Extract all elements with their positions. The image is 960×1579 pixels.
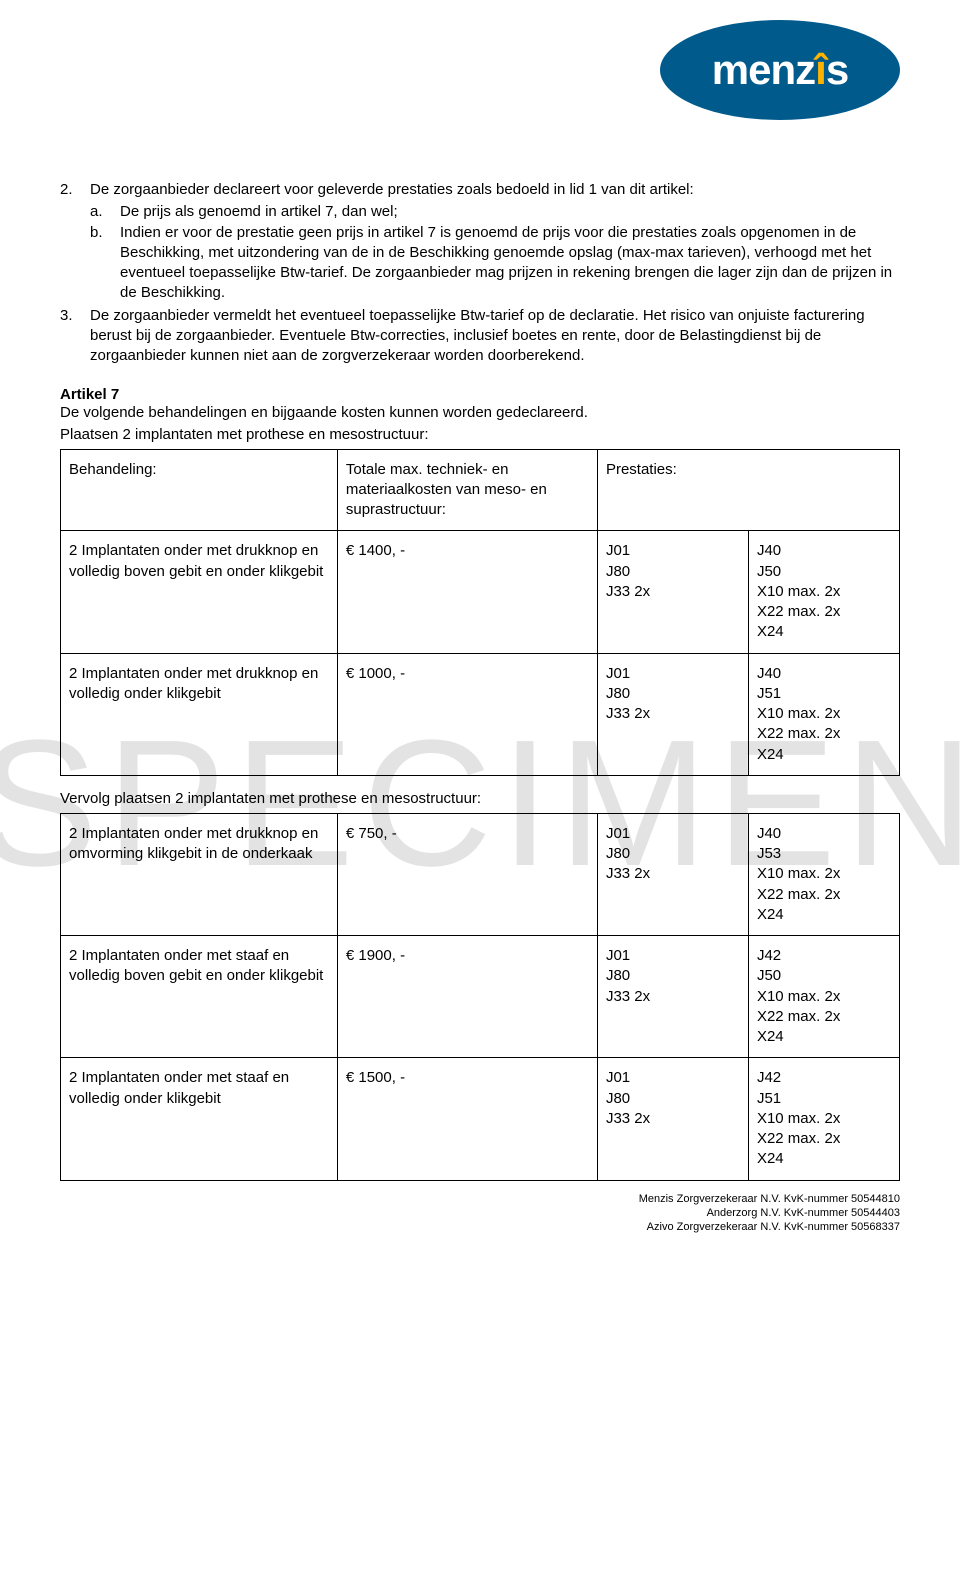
cell-behandeling: 2 Implantaten onder met staaf en volledi… (61, 936, 338, 1058)
col-header-prestaties: Prestaties: (597, 449, 899, 531)
cell-behandeling: 2 Implantaten onder met drukknop en voll… (61, 653, 338, 775)
list-item-3: 3. De zorgaanbieder vermeldt het eventue… (60, 306, 900, 367)
sub-text: Indien er voor de prestatie geen prijs i… (120, 223, 900, 304)
cell-prestaties-2: J40 J53 X10 max. 2x X22 max. 2x X24 (748, 813, 899, 935)
cell-prestaties-2: J40 J50 X10 max. 2x X22 max. 2x X24 (748, 531, 899, 653)
cell-prestaties-1: J01 J80 J33 2x (597, 531, 748, 653)
article-intro: De volgende behandelingen en bijgaande k… (60, 403, 900, 423)
sub-item-a: a. De prijs als genoemd in artikel 7, da… (90, 202, 900, 222)
sub-num: a. (90, 202, 120, 222)
cell-totale: € 1400, - (337, 531, 597, 653)
numbered-list: 2. De zorgaanbieder declareert voor gele… (60, 180, 900, 366)
cell-prestaties-1: J01 J80 J33 2x (597, 813, 748, 935)
table-row: 2 Implantaten onder met staaf en volledi… (61, 1058, 900, 1180)
col-header-behandeling: Behandeling: (61, 449, 338, 531)
list-body: De zorgaanbieder declareert voor gelever… (90, 180, 900, 304)
table-row: 2 Implantaten onder met staaf en volledi… (61, 936, 900, 1058)
table-row: 2 Implantaten onder met drukknop en voll… (61, 531, 900, 653)
col-header-totale: Totale max. techniek- en materiaalkosten… (337, 449, 597, 531)
list-num: 3. (60, 306, 90, 367)
footer-line-3: Azivo Zorgverzekeraar N.V. KvK-nummer 50… (639, 1220, 900, 1234)
table-header-row: Behandeling: Totale max. techniek- en ma… (61, 449, 900, 531)
cell-totale: € 1500, - (337, 1058, 597, 1180)
footer-line-1: Menzis Zorgverzekeraar N.V. KvK-nummer 5… (639, 1192, 900, 1206)
footer: Menzis Zorgverzekeraar N.V. KvK-nummer 5… (639, 1192, 900, 1235)
cell-totale: € 750, - (337, 813, 597, 935)
cell-prestaties-1: J01 J80 J33 2x (597, 936, 748, 1058)
cell-prestaties-1: J01 J80 J33 2x (597, 1058, 748, 1180)
treatment-table-2: 2 Implantaten onder met drukknop en omvo… (60, 813, 900, 1181)
cell-totale: € 1000, - (337, 653, 597, 775)
cell-prestaties-2: J40 J51 X10 max. 2x X22 max. 2x X24 (748, 653, 899, 775)
sub-list: a. De prijs als genoemd in artikel 7, da… (90, 202, 900, 303)
list-intro: De zorgaanbieder declareert voor gelever… (90, 181, 694, 198)
sub-num: b. (90, 223, 120, 304)
cell-totale: € 1900, - (337, 936, 597, 1058)
list-num: 2. (60, 180, 90, 304)
list-item-2: 2. De zorgaanbieder declareert voor gele… (60, 180, 900, 304)
list-body: De zorgaanbieder vermeldt het eventueel … (90, 306, 900, 367)
treatment-table-1: Behandeling: Totale max. techniek- en ma… (60, 449, 900, 776)
sub-item-b: b. Indien er voor de prestatie geen prij… (90, 223, 900, 304)
article-heading: Artikel 7 (60, 386, 900, 403)
cell-behandeling: 2 Implantaten onder met staaf en volledi… (61, 1058, 338, 1180)
table-row: 2 Implantaten onder met drukknop en omvo… (61, 813, 900, 935)
sub-text: De prijs als genoemd in artikel 7, dan w… (120, 202, 398, 222)
table-caption-1: Plaatsen 2 implantaten met prothese en m… (60, 426, 900, 443)
cell-behandeling: 2 Implantaten onder met drukknop en omvo… (61, 813, 338, 935)
cell-behandeling: 2 Implantaten onder met drukknop en voll… (61, 531, 338, 653)
cell-prestaties-2: J42 J51 X10 max. 2x X22 max. 2x X24 (748, 1058, 899, 1180)
footer-line-2: Anderzorg N.V. KvK-nummer 50544403 (639, 1206, 900, 1220)
table-row: 2 Implantaten onder met drukknop en voll… (61, 653, 900, 775)
table-caption-2: Vervolg plaatsen 2 implantaten met proth… (60, 790, 900, 807)
cell-prestaties-2: J42 J50 X10 max. 2x X22 max. 2x X24 (748, 936, 899, 1058)
cell-prestaties-1: J01 J80 J33 2x (597, 653, 748, 775)
